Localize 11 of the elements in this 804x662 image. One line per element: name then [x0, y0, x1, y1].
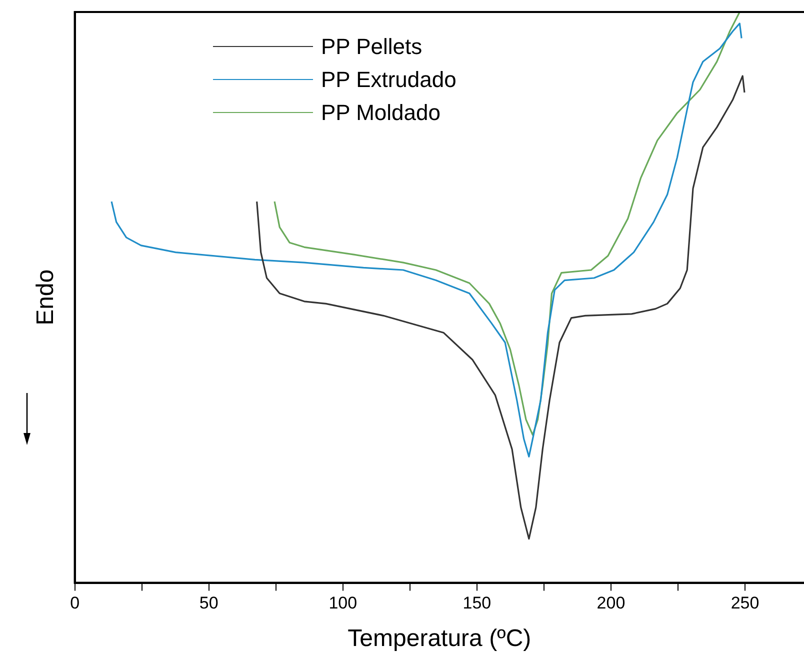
legend-label: PP Pellets [321, 33, 422, 61]
y-axis-title: Endo [32, 269, 60, 326]
x-tick-label: 200 [596, 594, 626, 613]
legend-label: PP Moldado [321, 99, 440, 127]
x-tick-label: 250 [730, 594, 760, 613]
x-axis-title: Temperatura (ºC) [348, 625, 532, 652]
legend-label: PP Extrudado [321, 66, 456, 94]
x-tick-label: 0 [70, 594, 80, 613]
x-tick-label: 150 [462, 594, 492, 613]
x-tick-label: 50 [199, 594, 218, 613]
x-tick-label: 100 [328, 594, 358, 613]
